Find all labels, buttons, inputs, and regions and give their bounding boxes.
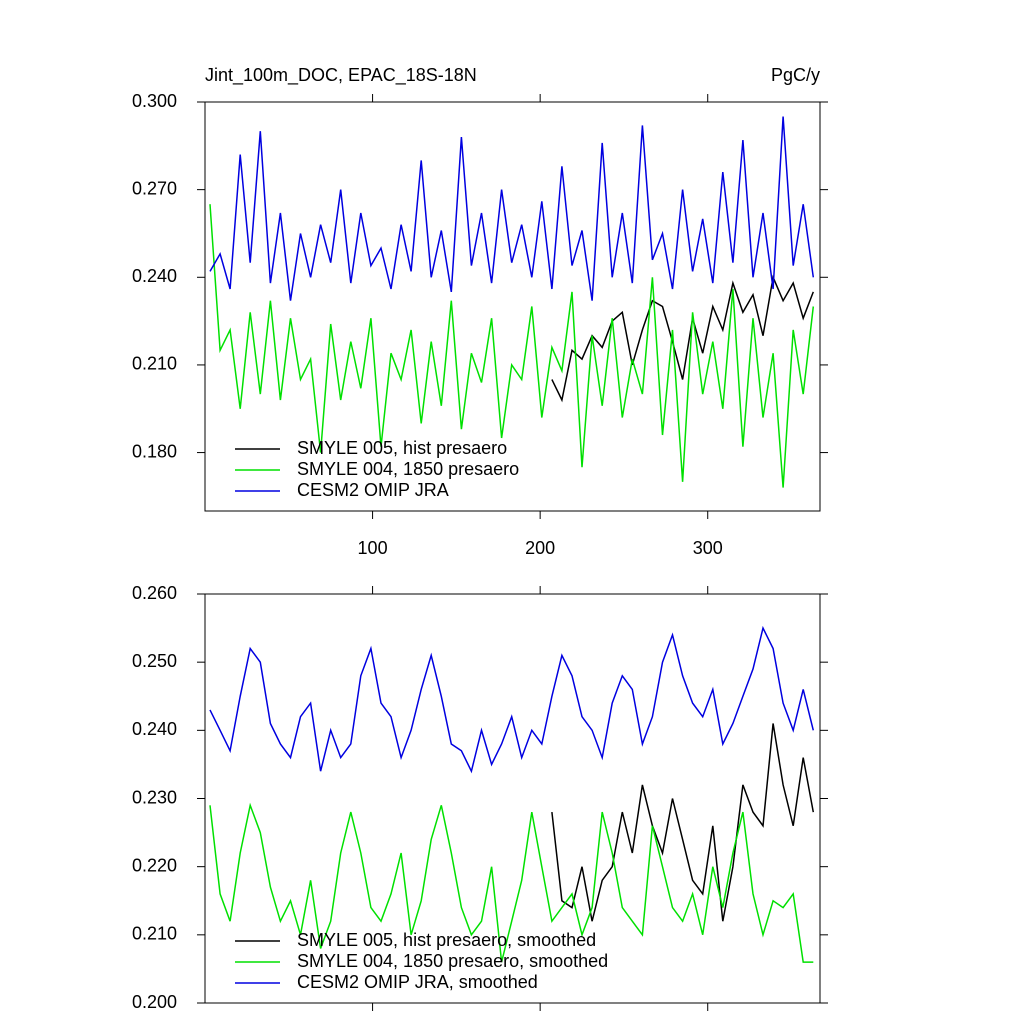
chart-title: Jint_100m_DOC, EPAC_18S-18N (205, 65, 477, 86)
y-tick-label: 0.230 (132, 787, 177, 807)
y-tick-label: 0.240 (132, 719, 177, 739)
y-tick-label: 0.220 (132, 855, 177, 875)
y-tick-label: 0.260 (132, 583, 177, 603)
y-tick-label: 0.300 (132, 91, 177, 111)
legend-label: CESM2 OMIP JRA (297, 480, 449, 500)
legend-label: SMYLE 004, 1850 presaero, smoothed (297, 951, 608, 971)
series-line (209, 116, 815, 301)
x-tick-label: 300 (693, 538, 723, 558)
legend-label: SMYLE 004, 1850 presaero (297, 459, 519, 479)
x-tick-label: 100 (358, 538, 388, 558)
series-line (209, 802, 814, 963)
series-line (551, 723, 815, 922)
legend-label: SMYLE 005, hist presaero (297, 438, 507, 458)
legend-label: SMYLE 005, hist presaero, smoothed (297, 930, 596, 950)
units-label: PgC/y (771, 65, 820, 85)
plot-frame (204, 101, 821, 512)
y-tick-label: 0.200 (132, 992, 177, 1012)
series-line (551, 274, 815, 403)
y-tick-label: 0.210 (132, 924, 177, 944)
x-tick-label: 200 (525, 538, 555, 558)
legend-label: CESM2 OMIP JRA, smoothed (297, 972, 538, 992)
series-line (209, 625, 815, 774)
series-line (209, 204, 815, 488)
y-tick-label: 0.240 (132, 266, 177, 286)
y-tick-label: 0.250 (132, 651, 177, 671)
y-tick-label: 0.210 (132, 354, 177, 374)
y-tick-label: 0.180 (132, 441, 177, 461)
y-tick-label: 0.270 (132, 178, 177, 198)
